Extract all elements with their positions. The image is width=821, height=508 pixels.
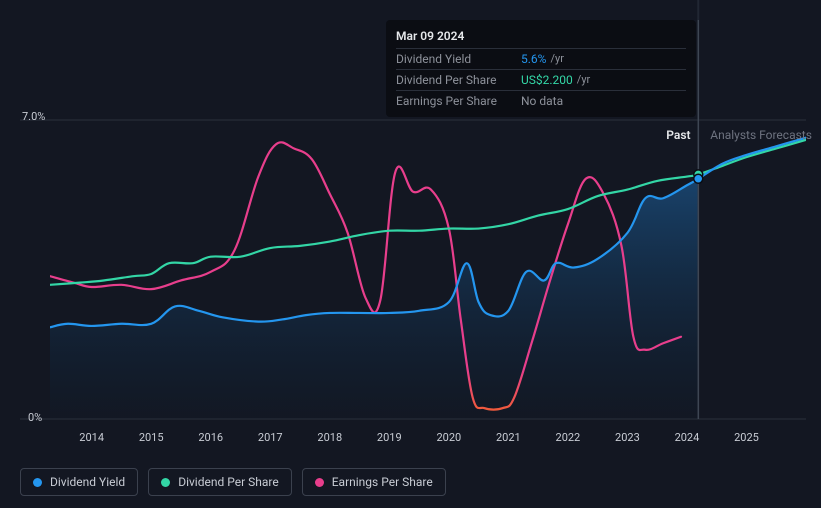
x-axis-tick: 2019: [377, 431, 402, 444]
x-axis-tick: 2020: [436, 431, 461, 444]
legend-label: Earnings Per Share: [332, 475, 433, 489]
x-axis-tick: 2018: [317, 431, 342, 444]
tooltip-date: Mar 09 2024: [396, 26, 686, 49]
legend-item[interactable]: Dividend Per Share: [148, 468, 292, 496]
legend-dot-icon: [315, 478, 324, 487]
x-axis-tick: 2024: [675, 431, 700, 444]
x-axis-tick: 2022: [556, 431, 581, 444]
tooltip-key: Dividend Yield: [396, 52, 521, 66]
tooltip-row: Dividend Per ShareUS$2.200/yr: [396, 70, 686, 91]
legend-item[interactable]: Earnings Per Share: [302, 468, 446, 496]
chart-tooltip: Mar 09 2024 Dividend Yield5.6%/yrDividen…: [386, 20, 696, 117]
x-axis-tick: 2021: [496, 431, 521, 444]
legend-dot-icon: [33, 478, 42, 487]
chart-legend: Dividend Yield Dividend Per Share Earnings…: [20, 468, 446, 496]
tooltip-key: Dividend Per Share: [396, 73, 521, 87]
x-axis-tick: 2017: [258, 431, 283, 444]
forecast-label: Analysts Forecasts: [710, 128, 812, 142]
tooltip-unit: /yr: [550, 52, 563, 66]
x-axis-tick: 2014: [79, 431, 104, 444]
tooltip-unit: /yr: [577, 73, 590, 87]
past-label: Past: [666, 128, 690, 142]
legend-label: Dividend Per Share: [178, 475, 279, 489]
tooltip-value: 5.6%: [521, 52, 546, 66]
x-axis-tick: 2023: [615, 431, 640, 444]
tooltip-row: Dividend Yield5.6% /yr: [396, 49, 686, 70]
legend-item[interactable]: Dividend Yield: [20, 468, 138, 496]
legend-dot-icon: [161, 478, 170, 487]
legend-label: Dividend Yield: [50, 475, 125, 489]
tooltip-row: Earnings Per ShareNo data: [396, 91, 686, 111]
tooltip-key: Earnings Per Share: [396, 94, 521, 108]
y-axis-zero-label: 0%: [28, 411, 42, 424]
x-axis-tick: 2015: [139, 431, 164, 444]
tooltip-value: US$2.200: [521, 73, 573, 87]
x-axis-tick: 2025: [734, 431, 759, 444]
tooltip-value: No data: [521, 94, 563, 108]
x-axis-tick: 2016: [198, 431, 223, 444]
y-axis-max-label: 7.0%: [22, 110, 45, 123]
